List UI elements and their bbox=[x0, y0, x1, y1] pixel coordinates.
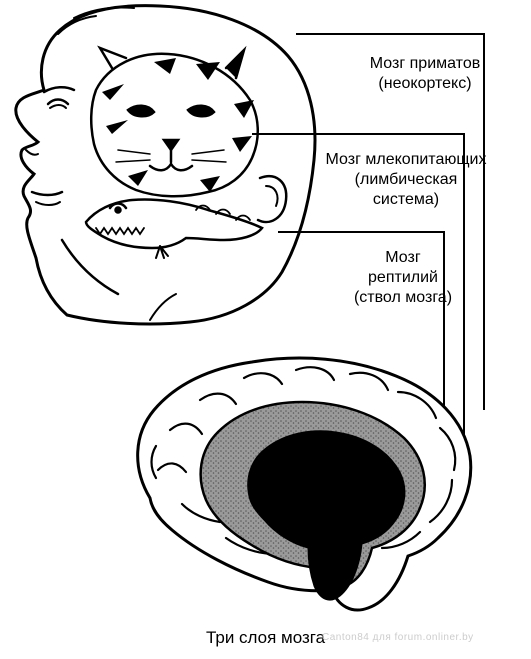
label-neocortex: Мозг приматов (неокортекс) bbox=[330, 54, 520, 94]
watermark: Canton84 для forum.onliner.by bbox=[322, 632, 474, 643]
label-limbic-line1: Мозг млекопитающих bbox=[326, 151, 487, 168]
watermark-text: Canton84 для forum.onliner.by bbox=[322, 632, 474, 643]
label-reptilian-line1: Мозг bbox=[385, 249, 420, 266]
label-reptilian-line2: рептилий bbox=[368, 269, 438, 286]
label-reptilian: Мозг рептилий (ствол мозга) bbox=[318, 248, 488, 308]
label-reptilian-line3: (ствол мозга) bbox=[354, 289, 452, 306]
triune-brain-diagram: { "figure": { "type": "anatomical-diagra… bbox=[0, 0, 531, 659]
label-limbic: Мозг млекопитающих (лимбическая система) bbox=[288, 150, 524, 210]
figure-caption-text: Три слоя мозга bbox=[206, 628, 325, 647]
diagram-svg bbox=[0, 0, 531, 659]
tiger-overlay bbox=[91, 48, 258, 196]
label-neocortex-line2: (неокортекс) bbox=[378, 75, 471, 92]
crocodile-overlay bbox=[86, 199, 262, 258]
label-neocortex-line1: Мозг приматов bbox=[370, 55, 480, 72]
head-illustration bbox=[16, 6, 315, 324]
label-limbic-line3: система) bbox=[373, 191, 439, 208]
brain-illustration bbox=[138, 358, 471, 610]
label-limbic-line2: (лимбическая bbox=[355, 171, 458, 188]
